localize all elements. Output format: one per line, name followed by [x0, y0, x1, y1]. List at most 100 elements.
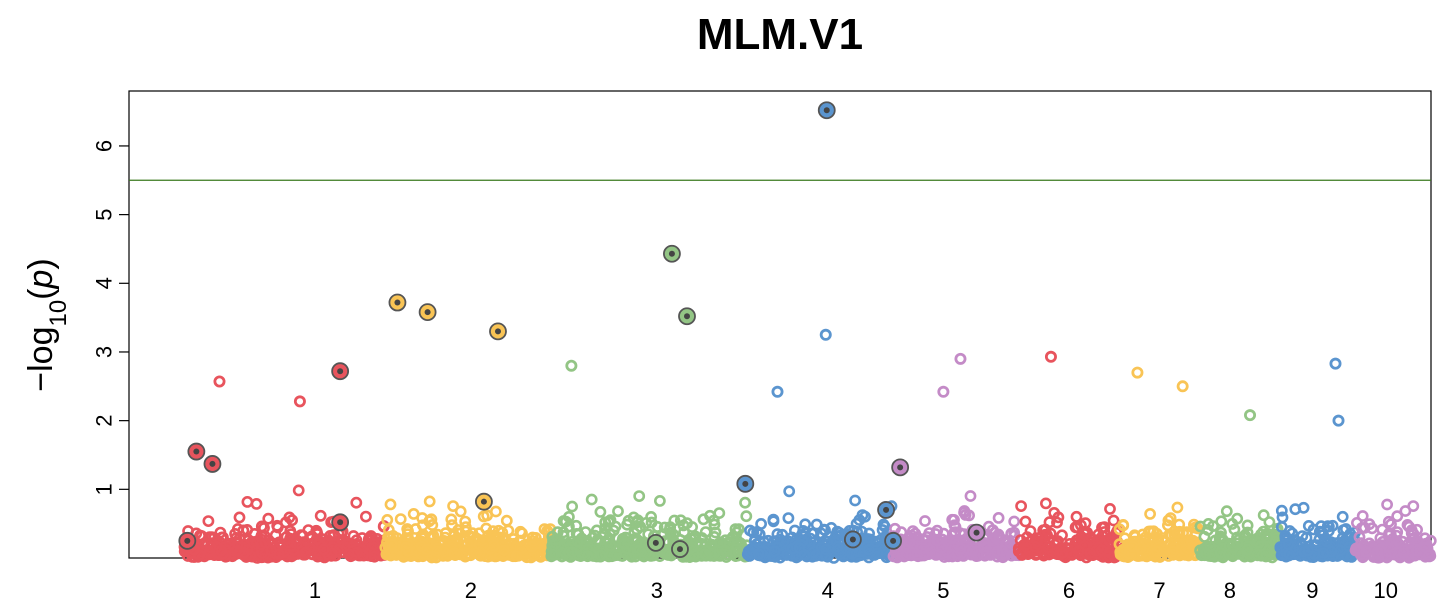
snp-point-chr-10 [1355, 537, 1368, 550]
snp-point-chr-2 [448, 547, 461, 559]
snp-point-chr-8 [1261, 531, 1274, 544]
snp-point-chr-6 [1056, 547, 1069, 559]
snp-point-chr-2 [477, 510, 490, 523]
plot-frame [128, 90, 1432, 559]
snp-point-chr-3 [678, 526, 690, 538]
snp-point-chr-1 [356, 549, 369, 561]
highlighted-snp-center [652, 539, 659, 546]
snp-point-chr-7 [1171, 526, 1184, 539]
snp-point-chr-6 [1051, 516, 1063, 529]
snp-point-chr-1 [195, 530, 208, 542]
snp-point-chr-3 [571, 535, 584, 548]
snp-point-chr-4 [863, 527, 875, 540]
snp-point-chr-3 [708, 518, 721, 531]
snp-point-chr-3 [592, 533, 604, 546]
snp-point-chr-4 [846, 548, 858, 560]
snp-point-chr-6 [1078, 528, 1091, 540]
snp-point-chr-10 [1397, 547, 1410, 559]
highlighted-snp [646, 533, 665, 552]
snp-point-chr-1 [283, 511, 296, 524]
snp-point-chr-1 [250, 497, 263, 510]
snp-point-chr-8 [1216, 533, 1229, 546]
snp-point-chr-9 [1317, 547, 1330, 559]
snp-point-chr-5 [996, 544, 1008, 557]
snp-point-chr-4 [831, 540, 844, 553]
snp-point-chr-3 [610, 549, 623, 561]
snp-point-chr-2 [498, 544, 510, 556]
snp-point-chr-5 [993, 531, 1006, 544]
snp-point-notable [1176, 380, 1189, 393]
svg-text:−log10(p): −log10(p) [22, 258, 72, 392]
y-tick-label-4: 4 [92, 277, 117, 289]
snp-point-notable [1131, 366, 1144, 379]
highlighted-snp-center [684, 313, 690, 320]
snp-point-chr-3 [739, 496, 751, 509]
snp-point-chr-3 [740, 510, 753, 523]
snp-point-chr-4 [768, 545, 781, 558]
snp-point-chr-9 [1322, 525, 1335, 537]
snp-point-chr-6 [1103, 535, 1116, 548]
snp-point-notable [1244, 409, 1257, 422]
snp-point-chr-10 [1399, 505, 1412, 517]
snp-point-notable [954, 352, 967, 365]
snp-point-chr-8 [1228, 523, 1241, 536]
snp-point-notable [771, 385, 784, 398]
snp-point-chr-1 [300, 546, 312, 559]
snp-point-chr-1 [368, 538, 381, 551]
snp-point-chr-2 [386, 538, 398, 551]
snp-point-chr-8 [1257, 509, 1270, 522]
snp-point-chr-4 [819, 524, 831, 537]
snp-point-chr-7 [1144, 508, 1156, 520]
ylabel-minus: −log [22, 327, 60, 392]
x-label-chr-2: 2 [465, 578, 477, 603]
snp-point-chr-7 [1141, 548, 1153, 561]
highlighted-snp-center [193, 448, 200, 455]
snp-point-chr-3 [633, 490, 646, 502]
highlighted-snp [331, 513, 350, 532]
snp-point-chr-7 [1118, 532, 1131, 545]
snp-point-chr-3 [654, 494, 666, 507]
snp-point-chr-4 [859, 510, 871, 523]
snp-point-chr-9 [1302, 520, 1315, 532]
highlighted-snp-center [337, 368, 344, 375]
highlighted-snp-center [184, 537, 191, 544]
snp-point-chr-3 [688, 548, 700, 561]
snp-point-notable [565, 359, 578, 372]
snp-point-chr-1 [204, 541, 217, 554]
snp-point-chr-6 [1107, 514, 1120, 527]
snp-point-chr-5 [895, 526, 908, 539]
y-axis-title: −log10(p) [22, 258, 72, 392]
snp-point-chr-5 [929, 548, 941, 560]
snp-point-chr-7 [1150, 545, 1163, 558]
snp-point-chr-9 [1315, 526, 1328, 539]
snp-point-chr-1 [317, 543, 330, 556]
snp-point-chr-2 [384, 498, 397, 511]
highlighted-snp [388, 293, 407, 312]
snp-point-chr-6 [1024, 525, 1037, 537]
snp-point-chr-8 [1220, 505, 1233, 518]
snp-point-chr-4 [807, 527, 820, 540]
snp-point-chr-3 [645, 516, 658, 529]
snp-point-chr-7 [1166, 545, 1179, 558]
chart-title: MLM.V1 [696, 10, 864, 59]
snp-point-chr-6 [1069, 521, 1082, 534]
highlight-layer [178, 101, 986, 558]
snp-point-chr-5 [964, 490, 977, 502]
snp-point-chr-2 [423, 515, 436, 528]
highlighted-snp-center [337, 519, 344, 526]
snp-point-chr-1 [314, 509, 327, 522]
highlighted-snp [187, 442, 206, 461]
y-tick-label-5: 5 [92, 208, 117, 220]
snp-point-chr-2 [431, 528, 444, 541]
x-label-chr-3: 3 [651, 578, 663, 603]
snp-point-chr-5 [946, 513, 959, 526]
snp-point-chr-9 [1302, 544, 1314, 557]
snp-point-chr-2 [487, 539, 500, 552]
snp-point-chr-1 [350, 496, 363, 509]
snp-point-chr-10 [1386, 533, 1399, 545]
ylabel-close-paren: ) [22, 258, 60, 269]
x-label-chr-4: 4 [822, 578, 834, 603]
highlighted-snp-center [973, 529, 980, 536]
snp-point-chr-3 [546, 530, 559, 543]
snp-point-chr-2 [447, 500, 459, 512]
